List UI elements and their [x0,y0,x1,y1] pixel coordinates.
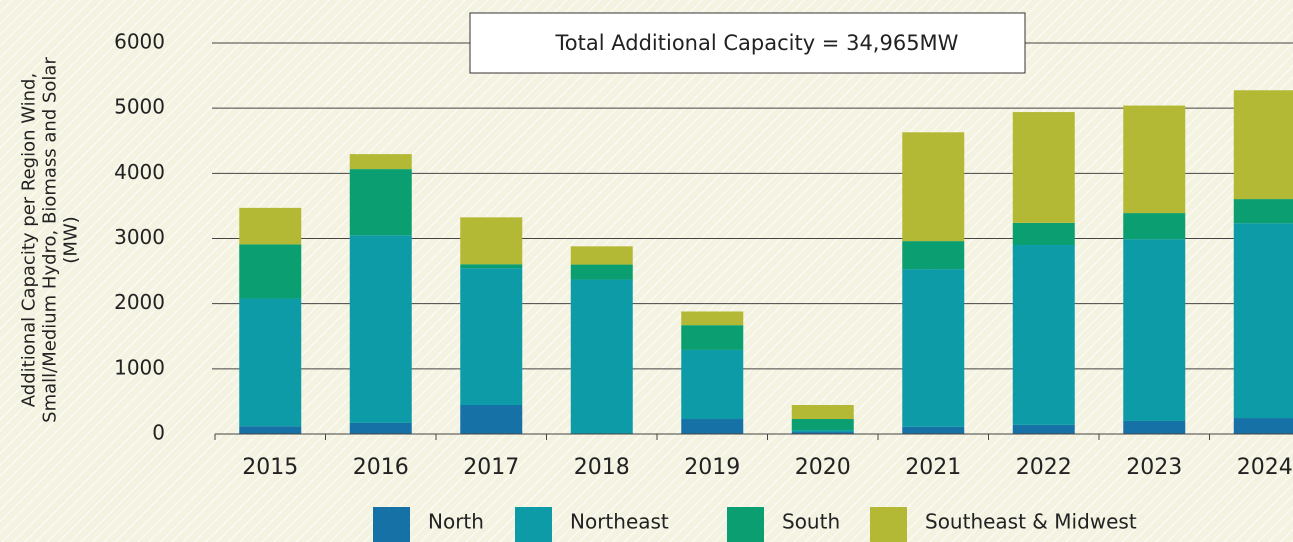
bar-segment [349,154,412,170]
bar-segment [1123,105,1186,214]
bar-segment [1123,213,1186,240]
x-tick-label: 2023 [1126,455,1182,480]
legend-label: North [428,510,484,534]
legend-swatch [870,507,907,542]
bar-segment [681,419,744,434]
x-tick-label: 2017 [463,455,519,480]
bar-segment [1233,223,1293,419]
bar-segment [460,264,523,269]
bar-segment [570,264,633,280]
y-tick-label: 6000 [114,30,165,54]
bar-segment [349,422,412,434]
bar-segment [902,132,965,242]
bar-segment [239,426,302,434]
legend-label: South [782,510,840,534]
bar-segment [239,244,302,299]
bar-segment [1012,424,1075,434]
y-tick-label: 2000 [114,290,165,314]
bar-segment [902,269,965,427]
bar-segment [791,419,854,431]
bar-segment [902,426,965,434]
bar-segment [1012,222,1075,246]
y-tick-label: 1000 [114,355,165,379]
bar-segment [570,246,633,265]
x-tick-label: 2016 [353,455,409,480]
bar-segment [791,405,854,420]
x-tick-label: 2020 [795,455,851,480]
legend-label: Southeast & Midwest [925,510,1137,534]
annotation-box [469,12,1026,74]
x-tick-label: 2022 [1016,455,1072,480]
bar-segment [1012,112,1075,223]
bar-segment [460,217,523,265]
bar-segment [239,298,302,427]
bar-segment [1233,418,1293,434]
bar-segment [1123,420,1186,434]
bar-segment [349,235,412,423]
bar-segment [1123,239,1186,421]
bar-segment [349,169,412,236]
x-tick-label: 2021 [905,455,961,480]
y-axis-label: Additional Capacity per Region Wind, Sma… [18,57,82,423]
y-tick-label: 5000 [114,95,165,119]
bar-segment [791,432,854,434]
bar-segment [902,241,965,270]
bar-segment [239,207,302,245]
legend-swatch [515,507,552,542]
bar-segment [681,349,744,420]
bar-segment [1233,90,1293,200]
legend-swatch [727,507,764,542]
x-tick-label: 2024 [1237,455,1293,480]
legend-swatch [373,507,410,542]
y-tick-label: 4000 [114,160,165,184]
bar-segment [1012,245,1075,425]
bar-segment [791,430,854,433]
annotation: Total Additional Capacity = 34,965MW [555,31,959,55]
bar-segment [460,268,523,406]
y-tick-label: 0 [152,421,165,445]
x-tick-label: 2018 [574,455,630,480]
bar-segment [570,279,633,434]
y-tick-label: 3000 [114,225,165,249]
bar-segment [681,325,744,350]
bar-segment [681,311,744,326]
x-tick-label: 2015 [242,455,298,480]
legend-label: Northeast [570,510,669,534]
x-tick-label: 2019 [684,455,740,480]
bar-segment [1233,199,1293,224]
bar-segment [460,405,523,434]
